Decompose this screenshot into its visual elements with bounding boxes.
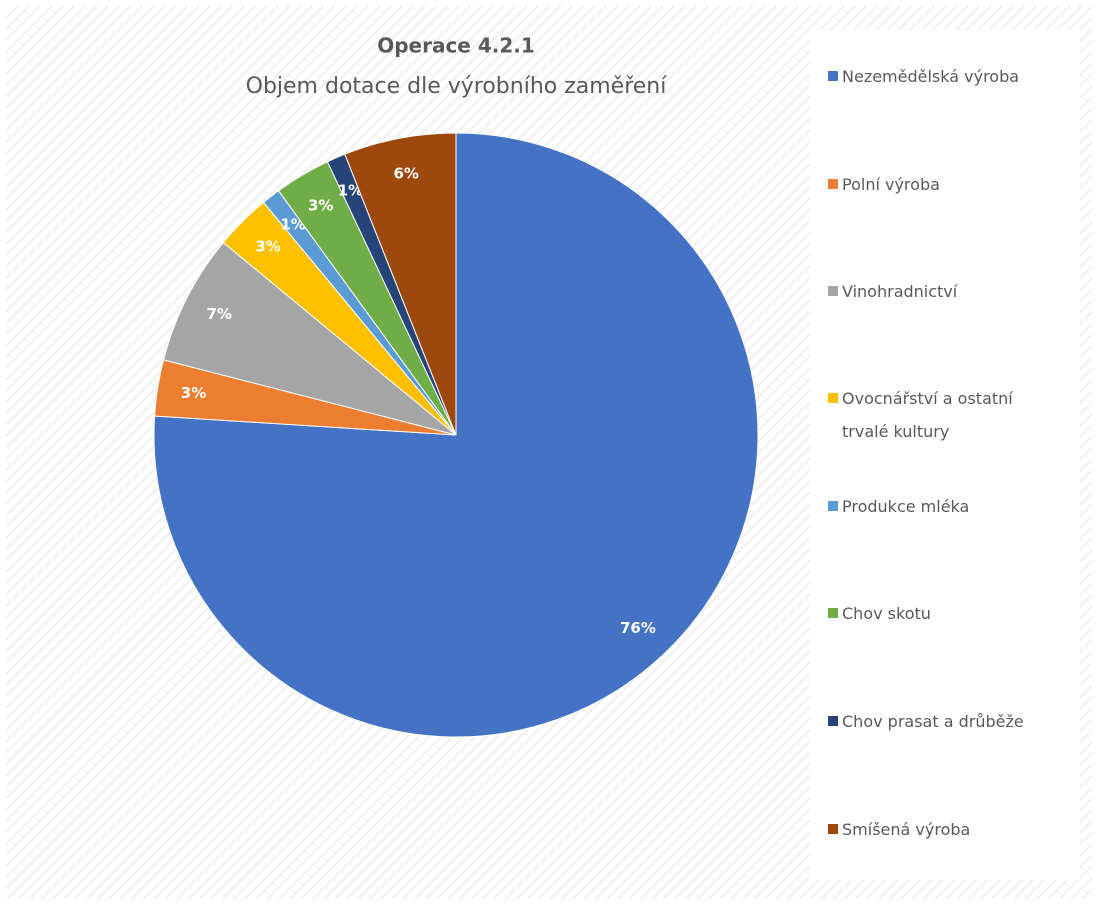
legend-swatch bbox=[828, 501, 838, 511]
legend-label: Chov skotu bbox=[842, 604, 931, 623]
legend-label: Polní výroba bbox=[842, 175, 940, 194]
legend-label: Chov prasat a drůběže bbox=[842, 712, 1024, 731]
legend-swatch bbox=[828, 716, 838, 726]
legend-item: Produkce mléka bbox=[828, 490, 1052, 523]
legend-label: Ovocnářství a ostatní trvalé kultury bbox=[842, 389, 1013, 441]
legend-label: Nezemědělská výroba bbox=[842, 67, 1020, 86]
legend-swatch bbox=[828, 286, 838, 296]
data-label: 3% bbox=[181, 384, 206, 402]
data-label: 1% bbox=[338, 182, 363, 200]
data-label: 3% bbox=[308, 197, 333, 215]
data-label: 7% bbox=[206, 305, 231, 323]
legend-item: Chov prasat a drůběže bbox=[828, 705, 1052, 738]
legend-item: Smíšená výroba bbox=[828, 813, 1052, 846]
legend-label: Smíšená výroba bbox=[842, 820, 971, 839]
legend-swatch bbox=[828, 179, 838, 189]
chart-subtitle: Objem dotace dle výrobního zaměření bbox=[246, 74, 668, 99]
data-label: 3% bbox=[255, 238, 280, 256]
legend-swatch bbox=[828, 393, 838, 403]
data-label: 6% bbox=[393, 164, 418, 182]
legend-label: Produkce mléka bbox=[842, 497, 970, 516]
pie-slice bbox=[344, 132, 457, 436]
legend-item: Vinohradnictví bbox=[828, 275, 1052, 308]
legend-item: Chov skotu bbox=[828, 597, 1052, 630]
legend-item: Nezemědělská výroba bbox=[828, 60, 1052, 93]
legend-swatch bbox=[828, 608, 838, 618]
legend-item: Polní výroba bbox=[828, 168, 1052, 201]
data-label: 76% bbox=[620, 619, 656, 637]
legend-label: Vinohradnictví bbox=[842, 282, 958, 301]
legend-item: Ovocnářství a ostatní trvalé kultury bbox=[828, 382, 1052, 448]
pie-slice bbox=[162, 241, 457, 436]
legend: Nezemědělská výroba Polní výroba Vinohradn… bbox=[810, 30, 1080, 880]
chart-title: Operace 4.2.1 bbox=[377, 34, 535, 58]
legend-swatch bbox=[828, 71, 838, 81]
legend-swatch bbox=[828, 824, 838, 834]
